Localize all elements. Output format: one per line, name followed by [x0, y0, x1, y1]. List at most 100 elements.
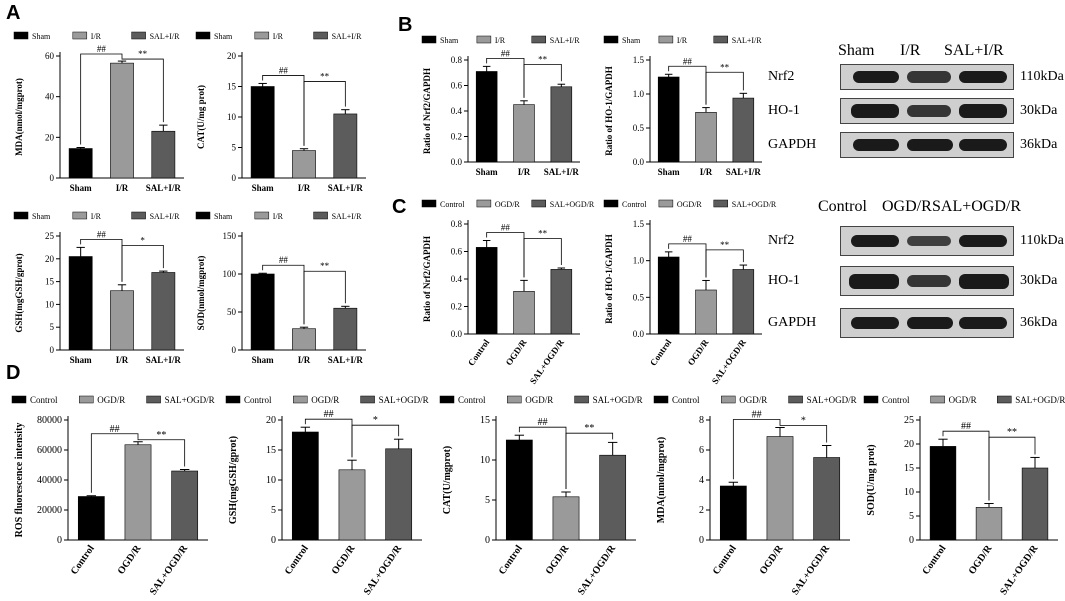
blot-lane-image [840, 226, 1014, 256]
band [907, 139, 953, 151]
bar [766, 436, 794, 541]
blot-c-header-3: SAL+OGD/R [932, 198, 1022, 215]
chart-a-sod: Sham I/R SAL+I/R 0 50 100 150 SOD(nmol/mgprot) S… [195, 211, 366, 365]
blot-protein-label: GAPDH [768, 137, 817, 152]
bar [475, 247, 498, 335]
y-tick-label: 0.2 [451, 302, 462, 312]
legend-swatch [997, 395, 1012, 404]
legend-label: I/R [495, 36, 506, 45]
y-axis-label: CAT(U/mgprot) [442, 446, 453, 515]
y-tick-label: 0 [50, 173, 55, 183]
y-tick-label: 1.5 [633, 55, 645, 65]
x-tick-label: Control [920, 543, 948, 577]
bar [505, 439, 533, 541]
chart-a-mda: Sham I/R SAL+I/R 0 20 40 60 MDA(nmol/mgprot) Sha… [13, 31, 184, 193]
western-blot-b: Sham I/R SAL+I/R Nrf2 110kDa HO-1 30kDa … [768, 42, 1064, 162]
legend-label: I/R [273, 212, 284, 221]
legend-swatch [788, 395, 803, 404]
blot-c-header-1: Control [818, 198, 867, 215]
y-axis-label: SOD(U/mg prot) [866, 444, 877, 515]
band [907, 236, 951, 246]
y-tick-label: 15 [480, 415, 490, 426]
band [851, 317, 899, 329]
y-tick-label: 15 [227, 82, 237, 92]
y-tick-label: 10 [480, 455, 490, 466]
legend-label: OGD/R [525, 395, 553, 405]
significance-bracket [988, 436, 1036, 501]
significance-label: ## [538, 417, 548, 428]
x-tick-label: SAL+I/R [328, 183, 364, 193]
y-tick-label: 4 [699, 475, 704, 486]
legend-swatch [72, 211, 88, 220]
significance-label: * [373, 415, 378, 426]
x-tick-label: I/R [116, 183, 129, 193]
legend-label: I/R [273, 32, 284, 41]
y-tick-label: 1.0 [633, 256, 645, 266]
bar [550, 269, 573, 335]
y-tick-label: 0.0 [633, 329, 645, 339]
legend-swatch [531, 199, 547, 208]
significance-bracket [732, 419, 781, 480]
blot-b-row: HO-1 30kDa [768, 98, 1057, 124]
blot-c-header-2: OGD/R [882, 198, 932, 215]
legend-swatch [713, 35, 729, 44]
blot-lane-image [840, 308, 1014, 338]
legend-swatch [476, 35, 492, 44]
chart-d-gsh: Control OGD/R SAL+OGD/R05101520GSH(mgGSH/g… [225, 395, 429, 597]
x-tick-label: I/R [518, 167, 531, 177]
y-axis-label: Ratio of HO-1/GAPDH [604, 66, 614, 156]
significance-bracket [523, 63, 562, 98]
band [907, 275, 951, 287]
significance-bracket [303, 270, 346, 325]
significance-label: ## [501, 48, 511, 58]
bar [250, 273, 275, 351]
y-tick-label: 5 [485, 495, 490, 506]
significance-bracket [90, 433, 139, 493]
bar [250, 86, 275, 179]
legend-swatch [131, 31, 146, 40]
y-tick-label: 0.8 [451, 219, 463, 229]
y-tick-label: 20 [904, 439, 914, 450]
band [959, 71, 1007, 83]
significance-bracket [705, 249, 744, 278]
x-tick-label: Sham [476, 167, 499, 177]
legend-label: SAL+OGD/R [807, 395, 857, 405]
legend-label: OGD/R [677, 200, 703, 209]
y-axis-label: GSH(mgGSH/gprot) [228, 436, 239, 524]
legend-label: OGD/R [739, 395, 767, 405]
significance-bracket [303, 81, 346, 146]
chart-d-mda: Control OGD/R SAL+OGD/R02468MDA(nmol/mgpro… [653, 395, 857, 597]
x-tick-label: Control [283, 543, 311, 577]
x-tick-label: OGD/R [330, 543, 358, 577]
y-tick-label: 5 [909, 511, 914, 522]
significance-label: ** [584, 423, 594, 434]
y-tick-label: 60000 [37, 445, 62, 456]
legend-swatch [13, 31, 29, 40]
legend-label: SAL+OGD/R [550, 200, 595, 209]
x-tick-label: I/R [700, 167, 713, 177]
x-tick-label: SAL+OGD/R [790, 543, 833, 597]
significance-label: ** [720, 240, 730, 250]
band [853, 139, 899, 151]
band [851, 235, 899, 247]
legend-swatch [254, 211, 270, 220]
y-tick-label: 20000 [37, 505, 62, 516]
bar [929, 446, 957, 541]
legend-label: Control [882, 395, 910, 405]
significance-label: ** [1007, 427, 1017, 438]
significance-label: ## [501, 223, 511, 233]
band [851, 104, 899, 118]
y-tick-label: 100 [223, 269, 237, 279]
legend-label: SAL+OGD/R [165, 395, 215, 405]
legend-swatch [313, 31, 328, 40]
y-tick-label: 0.0 [451, 157, 463, 167]
x-tick-label: SAL+I/R [146, 355, 182, 365]
x-tick-label: SAL+I/R [328, 355, 364, 365]
y-tick-label: 10 [45, 299, 55, 309]
bar [124, 444, 152, 541]
bar [813, 457, 841, 541]
legend-label: Sham [214, 32, 233, 41]
y-tick-label: 0.4 [451, 106, 463, 116]
band [907, 105, 951, 117]
legend-swatch [421, 35, 437, 44]
